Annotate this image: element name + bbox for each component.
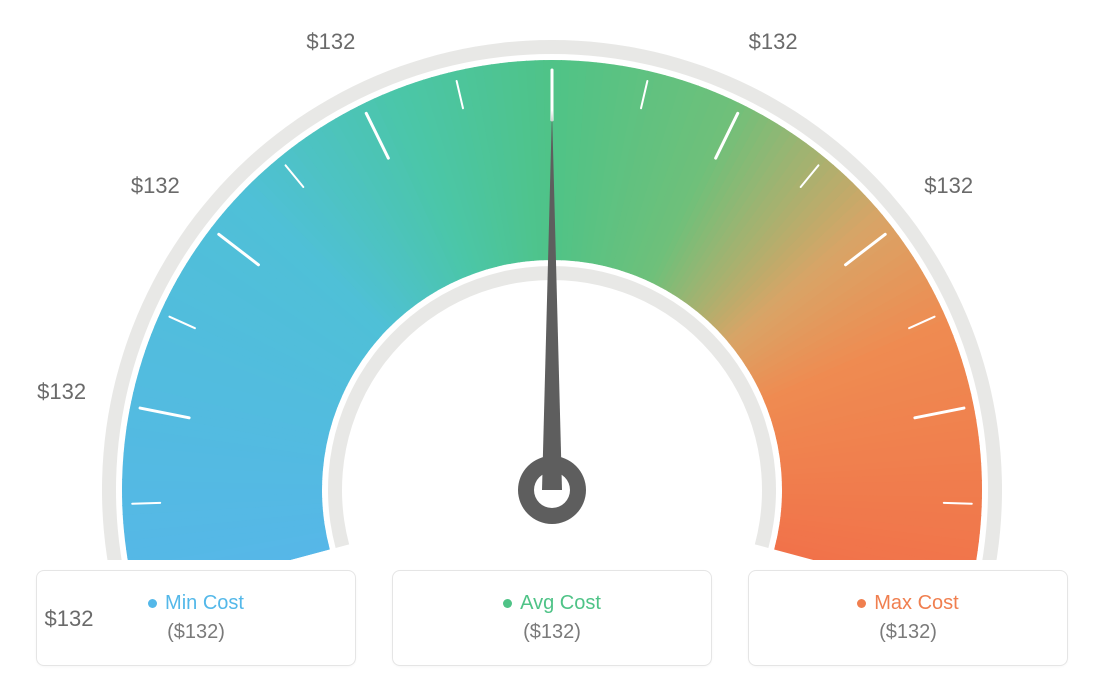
legend-label-avg: Avg Cost (520, 592, 601, 615)
legend-value-avg: ($132) (523, 621, 581, 644)
legend-label-min: Min Cost (165, 592, 244, 615)
gauge-tick-label: $132 (37, 379, 86, 405)
legend-label-max: Max Cost (874, 592, 958, 615)
legend-dot-max (857, 599, 866, 608)
legend-value-max: ($132) (879, 621, 937, 644)
gauge-svg (0, 0, 1104, 560)
gauge-tick-label: $132 (924, 173, 973, 199)
legend-value-min: ($132) (167, 621, 225, 644)
gauge-wrap: $132$132$132$132$132$132$132 (0, 0, 1104, 560)
legend-dot-min (148, 599, 157, 608)
legend-card-avg: Avg Cost ($132) (392, 570, 712, 666)
gauge-tick-label: $132 (131, 173, 180, 199)
legend-card-max: Max Cost ($132) (748, 570, 1068, 666)
legend-title-avg: Avg Cost (503, 592, 601, 615)
legend-row: Min Cost ($132) Avg Cost ($132) Max Cost… (0, 570, 1104, 666)
legend-title-min: Min Cost (148, 592, 244, 615)
legend-dot-avg (503, 599, 512, 608)
legend-title-max: Max Cost (857, 592, 958, 615)
gauge-tick-label: $132 (306, 29, 355, 55)
gauge-tick-label: $132 (45, 606, 94, 632)
gauge-tick-label: $132 (749, 29, 798, 55)
gauge-tick-label: $132 (528, 0, 577, 3)
